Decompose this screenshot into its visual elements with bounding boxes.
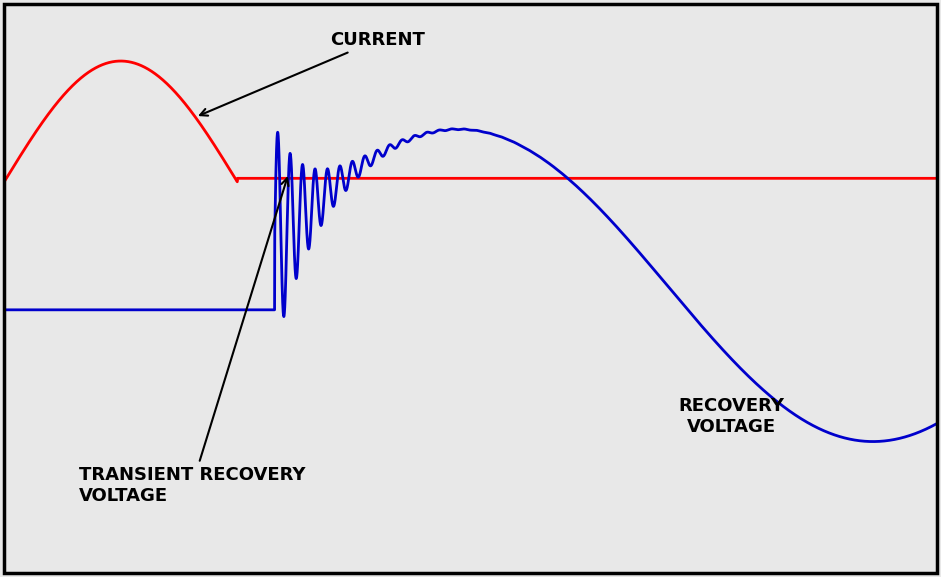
Text: TRANSIENT RECOVERY
VOLTAGE: TRANSIENT RECOVERY VOLTAGE: [79, 178, 305, 505]
Text: CURRENT: CURRENT: [200, 31, 425, 115]
Text: RECOVERY
VOLTAGE: RECOVERY VOLTAGE: [678, 397, 785, 436]
